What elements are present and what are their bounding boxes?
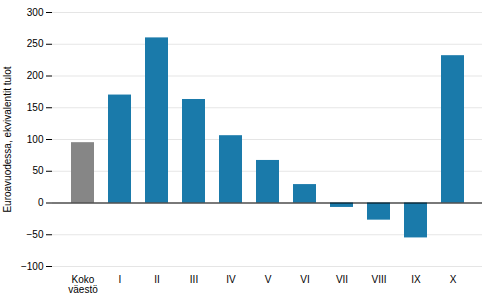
svg-text:0: 0 xyxy=(38,197,44,208)
svg-text:X: X xyxy=(450,274,457,285)
svg-text:V: V xyxy=(265,274,272,285)
svg-text:I: I xyxy=(119,274,122,285)
svg-text:−100: −100 xyxy=(21,261,44,272)
svg-text:VIII: VIII xyxy=(371,274,386,285)
svg-text:IX: IX xyxy=(411,274,421,285)
svg-text:−50: −50 xyxy=(27,229,44,240)
svg-text:Kokoväestö: Kokoväestö xyxy=(68,274,98,295)
svg-text:150: 150 xyxy=(27,102,44,113)
svg-text:VII: VII xyxy=(336,274,348,285)
svg-text:50: 50 xyxy=(32,165,44,176)
svg-text:Euroavuodessa, ekvivalentit tu: Euroavuodessa, ekvivalentit tulot xyxy=(2,66,13,212)
svg-text:300: 300 xyxy=(27,7,44,18)
svg-text:250: 250 xyxy=(27,38,44,49)
svg-text:VI: VI xyxy=(300,274,309,285)
svg-text:IV: IV xyxy=(226,274,236,285)
svg-text:II: II xyxy=(154,274,160,285)
svg-text:100: 100 xyxy=(27,134,44,145)
svg-text:III: III xyxy=(190,274,198,285)
svg-text:200: 200 xyxy=(27,70,44,81)
